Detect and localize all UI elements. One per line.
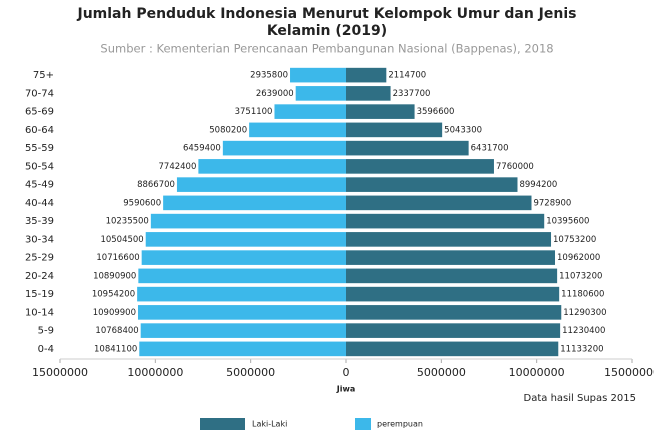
- bar: [163, 195, 346, 211]
- value-label: 2337700: [393, 89, 431, 99]
- bar: [346, 195, 532, 211]
- value-label: 11073200: [559, 271, 602, 281]
- bar: [150, 213, 346, 229]
- value-label: 9590600: [123, 198, 161, 208]
- legend-swatch: [200, 418, 245, 430]
- value-label: 3596600: [417, 107, 455, 117]
- bar: [249, 122, 346, 138]
- y-tick-label: 55-59: [25, 143, 54, 154]
- y-tick-label: 10-14: [25, 307, 54, 318]
- x-axis-label: Jiwa: [336, 385, 356, 394]
- bar: [346, 305, 562, 320]
- bar: [346, 268, 558, 284]
- chart-title: Kelamin (2019): [267, 23, 387, 39]
- y-tick-label: 60-64: [25, 125, 54, 136]
- bar: [274, 104, 346, 119]
- y-tick-label: 65-69: [25, 107, 54, 118]
- value-label: 9728900: [533, 198, 571, 208]
- x-tick-label: 10000000: [509, 366, 565, 379]
- y-tick-label: 40-44: [25, 198, 54, 209]
- x-tick-label: 10000000: [127, 366, 183, 379]
- value-label: 5080200: [209, 125, 247, 135]
- bar: [346, 104, 415, 119]
- value-label: 10962000: [557, 253, 600, 263]
- bar: [346, 177, 518, 192]
- bar: [346, 159, 494, 174]
- value-label: 10395600: [546, 217, 589, 227]
- bar: [346, 250, 556, 265]
- value-label: 6431700: [471, 144, 509, 154]
- legend-label: Laki-Laki: [252, 420, 287, 429]
- bar: [137, 286, 346, 302]
- bar: [139, 341, 346, 357]
- y-tick-label: 0-4: [38, 344, 54, 355]
- bar: [295, 86, 346, 101]
- y-tick-label: 35-39: [25, 216, 54, 227]
- value-label: 2639000: [256, 89, 294, 99]
- bar: [346, 122, 443, 138]
- bar: [290, 67, 346, 83]
- value-label: 7760000: [496, 162, 534, 172]
- y-tick-label: 75+: [33, 70, 54, 81]
- value-label: 11180600: [561, 290, 604, 300]
- value-label: 2114700: [388, 71, 426, 81]
- value-label: 11230400: [562, 326, 605, 336]
- bar: [138, 268, 346, 284]
- y-tick-label: 45-49: [25, 180, 54, 191]
- value-label: 10504500: [100, 235, 143, 245]
- x-tick-label: 5000000: [226, 366, 275, 379]
- value-label: 8866700: [137, 180, 175, 190]
- y-tick-label: 25-29: [25, 253, 54, 264]
- value-label: 11290300: [563, 308, 606, 318]
- annotation: Data hasil Supas 2015: [524, 393, 636, 404]
- value-label: 3751100: [235, 107, 273, 117]
- bar: [346, 341, 559, 357]
- value-label: 11133200: [560, 344, 603, 354]
- y-tick-label: 15-19: [25, 289, 54, 300]
- value-label: 10954200: [92, 290, 135, 300]
- bar: [141, 250, 346, 265]
- y-tick-label: 50-54: [25, 161, 54, 172]
- value-label: 10768400: [95, 326, 138, 336]
- bar: [176, 177, 346, 192]
- bar: [346, 213, 545, 229]
- bar: [198, 159, 346, 174]
- value-label: 7742400: [159, 162, 197, 172]
- x-tick-label: 15000000: [604, 366, 654, 379]
- value-label: 5043300: [444, 125, 482, 135]
- bar: [222, 140, 346, 156]
- bar: [346, 286, 560, 302]
- bar: [346, 140, 469, 156]
- bar: [346, 86, 391, 101]
- y-tick-label: 70-74: [25, 88, 54, 99]
- x-tick-label: 0: [343, 366, 350, 379]
- bar: [140, 323, 346, 338]
- value-label: 10890900: [93, 271, 136, 281]
- y-tick-label: 20-24: [25, 271, 54, 282]
- value-label: 10235500: [106, 217, 149, 227]
- value-label: 8994200: [519, 180, 557, 190]
- chart-title: Jumlah Penduduk Indonesia Menurut Kelomp…: [76, 6, 576, 22]
- value-label: 6459400: [183, 144, 221, 154]
- x-tick-label: 15000000: [32, 366, 88, 379]
- x-tick-label: 5000000: [417, 366, 466, 379]
- y-tick-label: 5-9: [38, 326, 54, 337]
- bar: [346, 67, 387, 83]
- bar: [346, 232, 552, 247]
- value-label: 2935800: [250, 71, 288, 81]
- value-label: 10909900: [93, 308, 136, 318]
- legend-swatch: [355, 418, 371, 430]
- legend-label: perempuan: [377, 420, 423, 429]
- bar: [145, 232, 346, 247]
- bar: [346, 323, 561, 338]
- y-tick-label: 30-34: [25, 234, 54, 245]
- value-label: 10753200: [553, 235, 596, 245]
- value-label: 10716600: [96, 253, 139, 263]
- chart-subtitle: Sumber : Kementerian Perencanaan Pembang…: [100, 42, 553, 56]
- value-label: 10841100: [94, 344, 137, 354]
- bar: [137, 305, 346, 320]
